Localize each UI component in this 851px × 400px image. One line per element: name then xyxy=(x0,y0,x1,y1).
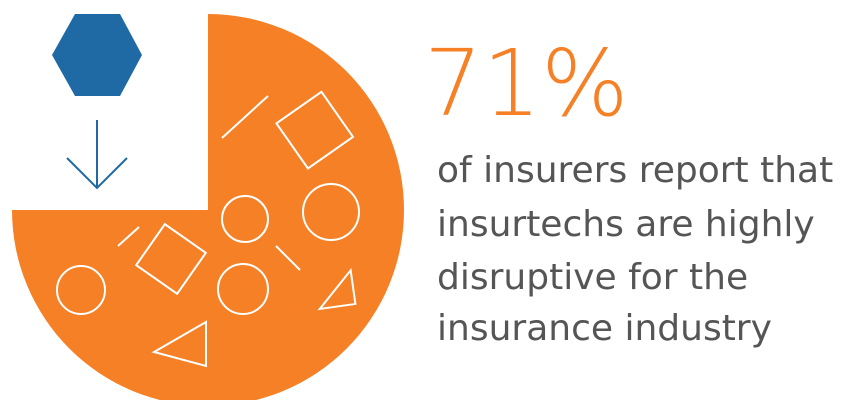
description-line: insurance industry xyxy=(437,308,772,349)
description-line: of insurers report that xyxy=(437,150,833,191)
infographic: 71% of insurers report that insurtechs a… xyxy=(0,0,851,400)
down-arrow xyxy=(67,120,127,188)
stat: 71% xyxy=(424,30,628,137)
description-line: disruptive for the xyxy=(437,257,748,298)
hexagon xyxy=(52,14,142,96)
description-line: insurtechs are highly xyxy=(437,204,815,245)
